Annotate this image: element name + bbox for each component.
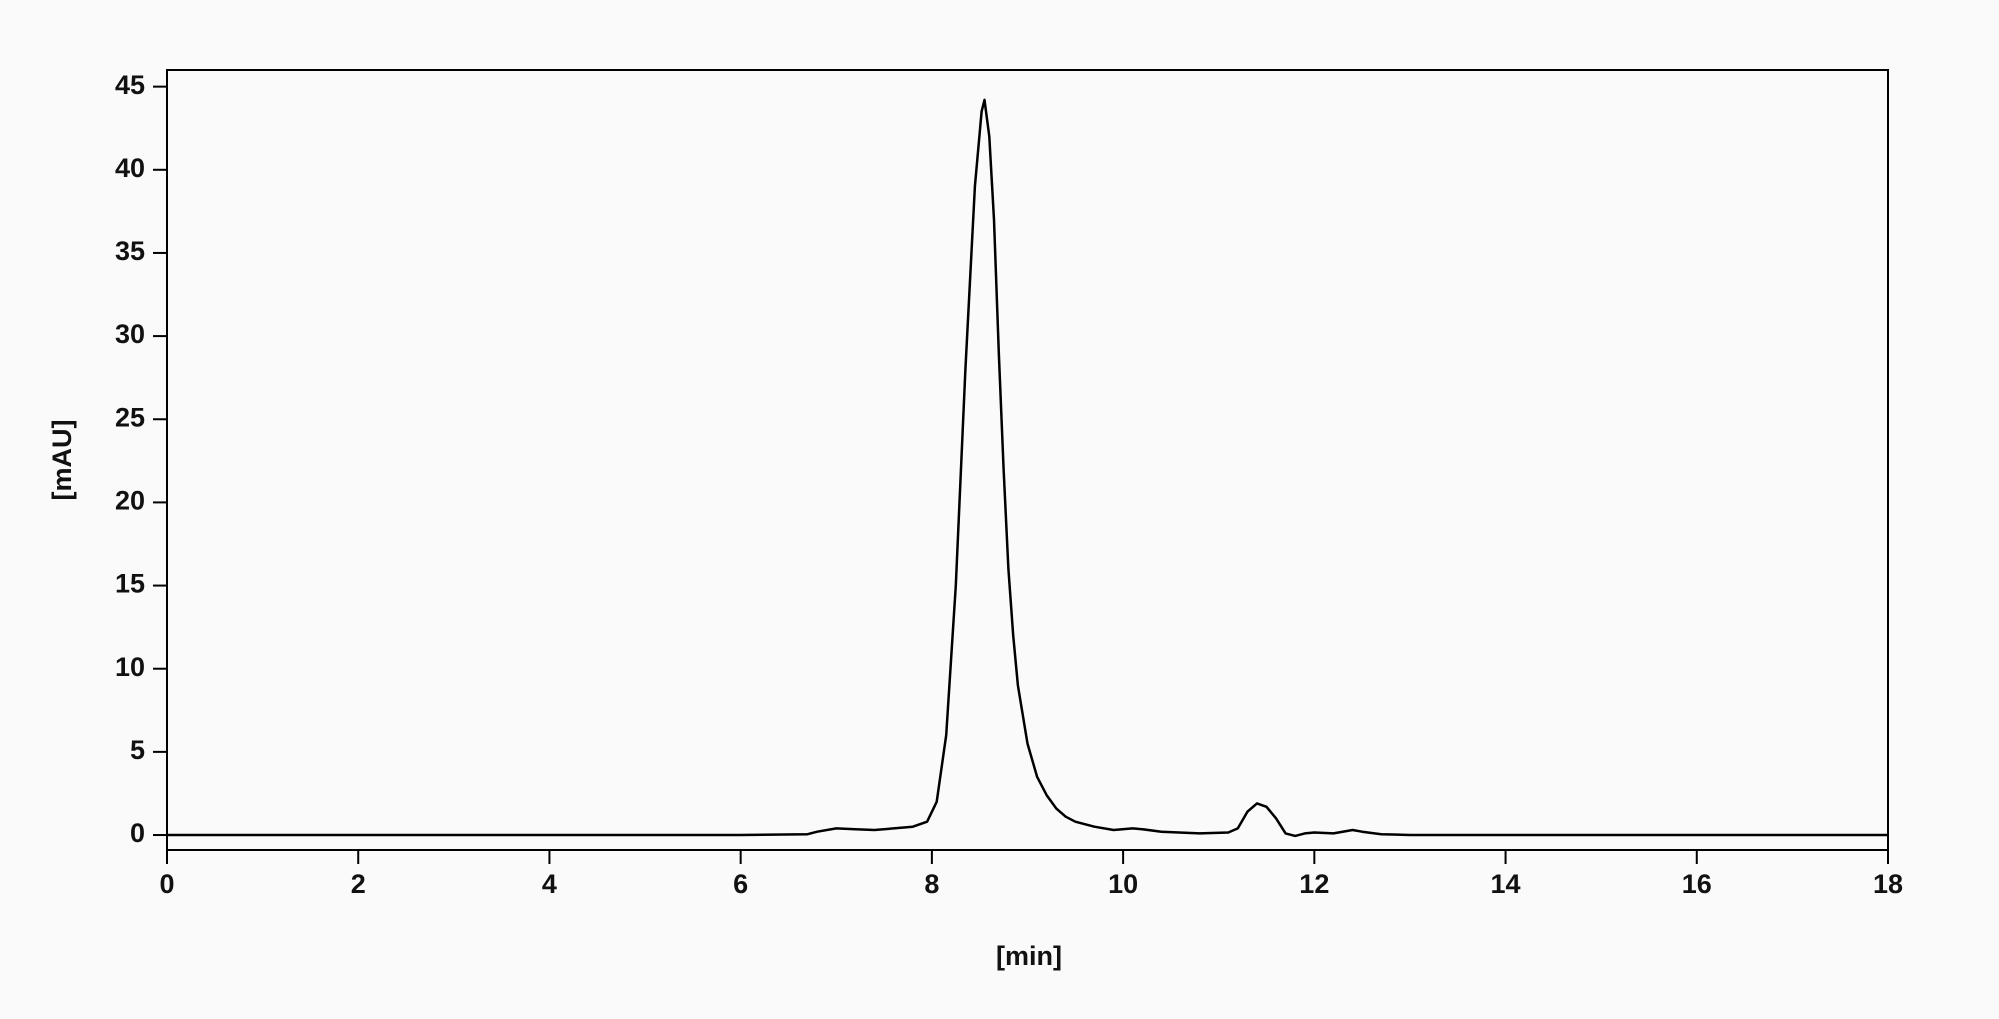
- x-tick-label: 16: [1682, 869, 1712, 899]
- x-tick-label: 0: [159, 869, 174, 899]
- y-tick-label: 40: [115, 153, 145, 183]
- x-tick-label: 12: [1299, 869, 1329, 899]
- y-tick-label: 45: [115, 70, 145, 100]
- x-tick-label: 8: [924, 869, 939, 899]
- y-axis-label: [mAU]: [47, 420, 77, 501]
- x-tick-label: 14: [1491, 869, 1521, 899]
- y-tick-label: 30: [115, 319, 145, 349]
- y-tick-label: 5: [130, 735, 145, 765]
- trace-line: [167, 98, 1888, 838]
- x-tick-label: 10: [1108, 869, 1138, 899]
- y-tick-label: 0: [130, 818, 145, 848]
- x-tick-label: 18: [1873, 869, 1903, 899]
- x-tick-label: 2: [351, 869, 366, 899]
- x-tick-label: 6: [733, 869, 748, 899]
- plot-frame: [166, 69, 1889, 851]
- y-tick-label: 20: [115, 486, 145, 516]
- y-tick-label: 25: [115, 402, 145, 432]
- y-tick-label: 15: [115, 569, 145, 599]
- y-tick-label: 35: [115, 236, 145, 266]
- y-tick-label: 10: [115, 652, 145, 682]
- x-axis-label: [min]: [996, 941, 1062, 971]
- x-tick-label: 4: [542, 869, 557, 899]
